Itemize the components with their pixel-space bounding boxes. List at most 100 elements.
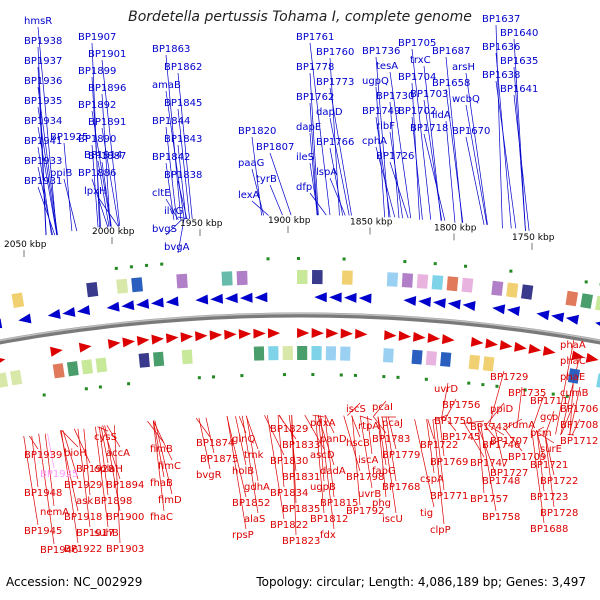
gene-label-top: BP1844 [152, 116, 190, 127]
gene-label-bottom: BP1831 [282, 472, 320, 483]
reverse-feature-block [282, 346, 293, 361]
leader-line-bottom [44, 433, 55, 507]
forward-gene-arrow [314, 292, 327, 303]
gene-label-bottom: fabG [372, 466, 396, 477]
gene-label-bottom: ugpB [310, 482, 336, 493]
gene-label-bottom: clpP [430, 525, 451, 536]
gene-label-top: BP1773 [316, 77, 354, 88]
gene-label-top: hmsR [24, 16, 52, 27]
gene-label-bottom: BP1745 [442, 432, 480, 443]
gene-label-bottom: gcp [540, 412, 558, 423]
gene-label-bottom: accA [106, 448, 130, 459]
gene-label-bottom: fhaB [150, 478, 173, 489]
gene-label-bottom: suhB [94, 528, 119, 539]
reverse-gene-arrow [499, 340, 513, 350]
feature-dot [403, 260, 407, 264]
gene-label-top: trxC [410, 55, 431, 66]
gene-label-top: BP1901 [88, 49, 126, 60]
gene-label-bottom: iscS [346, 404, 366, 415]
gene-label-bottom: BP1728 [540, 508, 578, 519]
gene-label-bottom: BP1903 [106, 544, 144, 555]
gene-label-bottom: iscU [382, 514, 403, 525]
leader-line-top [251, 168, 265, 216]
gene-label-bottom: BP1746 [482, 440, 520, 451]
gene-label-bottom: BP1748 [482, 476, 520, 487]
gene-label-top: ilvG [164, 206, 183, 217]
feature-dot [311, 373, 315, 377]
gene-label-bottom: BP1712 [560, 436, 598, 447]
leader-line-bottom [484, 424, 497, 440]
leader-line-top [101, 127, 120, 227]
gene-label-top: BP1736 [362, 46, 400, 57]
reverse-gene-arrow [136, 336, 150, 346]
gene-label-top: BP1807 [256, 142, 294, 153]
gene-label-top: BP1749 [362, 106, 400, 117]
gene-label-bottom: glnQ [232, 434, 255, 445]
leader-line-top [177, 180, 188, 220]
gene-label-bottom: surE [540, 444, 562, 455]
gene-label-top: BP1640 [500, 28, 538, 39]
leader-line-bottom [464, 420, 485, 424]
leader-line-bottom [488, 425, 505, 436]
gene-label-bottom: rtpA [358, 421, 379, 432]
leader-line-top [37, 86, 58, 236]
leader-line-top [91, 76, 101, 228]
gene-label-top: BP1863 [152, 44, 190, 55]
gene-label-top: BP1914 [84, 150, 122, 161]
leader-line-bottom [444, 398, 457, 421]
leader-line-bottom [245, 415, 259, 450]
leader-line-top [101, 161, 112, 227]
leader-line-bottom [385, 416, 397, 482]
feature-dot [382, 375, 386, 379]
gene-label-top: BP1762 [296, 92, 334, 103]
gene-label-bottom: fimD [158, 495, 182, 506]
gene-label-top: BP1933 [24, 156, 62, 167]
scale-label: 2050 kbp [4, 240, 47, 250]
reverse-gene-arrow [195, 331, 208, 342]
reverse-gene-arrow [238, 329, 252, 340]
forward-gene-arrow [77, 305, 91, 315]
leader-line-top [445, 88, 464, 223]
leader-line-bottom [485, 402, 505, 426]
forward-gene-arrow [447, 299, 461, 310]
leader-line-bottom [241, 415, 259, 514]
reverse-gene-arrow [470, 336, 484, 347]
forward-gene-arrow [210, 293, 223, 304]
forward-feature-block [297, 270, 308, 284]
leader-line-top [375, 86, 386, 218]
gene-label-bottom: BP1812 [310, 514, 348, 525]
gene-label-bottom: BP1735 [508, 388, 546, 399]
gene-label-top: paaG [238, 158, 264, 169]
reverse-gene-arrow [122, 337, 135, 348]
leader-line-bottom [366, 415, 373, 455]
feature-dot [296, 257, 300, 261]
leader-line-bottom [568, 386, 581, 436]
gene-label-top: BP1941 [24, 136, 62, 147]
leader-line-bottom [555, 338, 575, 435]
gene-label-bottom: BP1922 [64, 544, 102, 555]
reverse-gene-arrow [253, 328, 266, 339]
leader-line-bottom [77, 428, 91, 528]
leader-line-top [97, 196, 119, 227]
leader-line-bottom [61, 430, 79, 448]
gene-label-bottom: BP1830 [270, 456, 308, 467]
gene-label-top: bvgS [152, 224, 177, 235]
reverse-feature-block [268, 346, 279, 361]
gene-label-bottom: BP1822 [270, 520, 308, 531]
backbone-arc [0, 312, 600, 345]
leader-line-top [375, 146, 396, 218]
gene-label-top: BP1938 [24, 36, 62, 47]
reverse-feature-block [425, 350, 437, 366]
feature-dot [212, 375, 216, 379]
feature-dot [509, 269, 513, 273]
gene-label-bottom: holB [232, 466, 254, 477]
reverse-gene-arrow [485, 338, 498, 349]
forward-gene-arrow [462, 301, 476, 311]
forward-gene-arrow [344, 292, 357, 303]
leader-line-top [91, 178, 109, 228]
gene-label-bottom: BP1750 [434, 416, 472, 427]
leader-line-bottom [324, 415, 335, 498]
leader-line-bottom [571, 418, 581, 436]
gene-label-bottom: BP1815 [320, 498, 358, 509]
